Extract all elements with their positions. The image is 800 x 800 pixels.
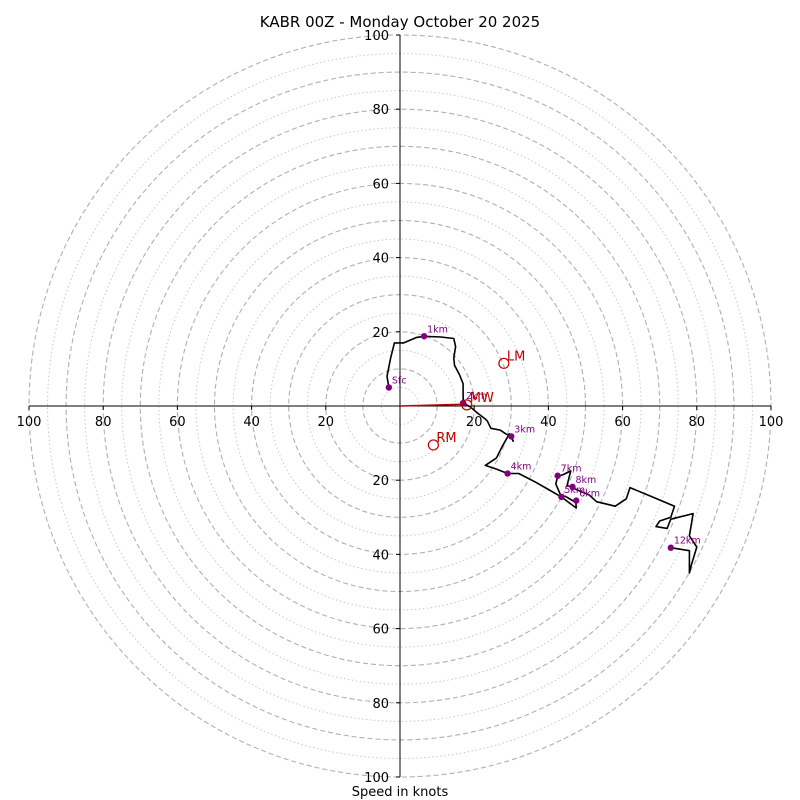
height-label-7km: 7km xyxy=(561,464,582,475)
height-marker-Sfc xyxy=(385,384,393,391)
height-marker-7km xyxy=(554,472,561,479)
height-label-2km: 2km xyxy=(466,391,487,402)
height-marker-4km xyxy=(504,470,511,477)
height-marker-5km xyxy=(558,493,565,501)
y-tick-label: 100 xyxy=(364,771,389,786)
height-marker-3km xyxy=(508,433,515,440)
chart-title: KABR 00Z - Monday October 20 2025 xyxy=(260,13,540,31)
mean-wind-vector-group xyxy=(399,403,467,407)
y-tick-label: 60 xyxy=(372,177,389,192)
y-tick-label: 80 xyxy=(372,103,389,118)
x-tick-label: 100 xyxy=(759,415,784,430)
y-tick-label: 40 xyxy=(372,252,389,267)
y-tick-label: 40 xyxy=(372,548,389,563)
x-tick-label: 20 xyxy=(318,415,335,430)
height-label-5km: 5km xyxy=(564,485,585,496)
height-label-1km: 1km xyxy=(427,324,448,335)
hodograph-trace-group xyxy=(386,335,698,574)
height-label-12km: 12km xyxy=(674,536,701,547)
height-marker-1km xyxy=(420,333,428,340)
storm-motion-label-LM: LM xyxy=(507,349,525,364)
tick-labels: 100 80 60 40 20 20 40 60 80 100 100 80 60 40 20 20 40 60 8… xyxy=(17,29,784,786)
x-tick-label: 40 xyxy=(540,415,557,430)
storm-motion-label-RM: RM xyxy=(436,431,456,446)
x-tick-label: 20 xyxy=(466,415,483,430)
x-tick-label: 80 xyxy=(95,415,112,430)
height-marker-6km xyxy=(573,497,580,504)
storm-motion-MW xyxy=(461,399,473,411)
mean-wind-vector xyxy=(399,403,467,407)
x-tick-label: 60 xyxy=(614,415,631,430)
hodograph-trace xyxy=(386,335,698,574)
height-label-8km: 8km xyxy=(576,475,597,486)
height-label-3km: 3km xyxy=(514,424,535,435)
storm-motion-label-MW: MW xyxy=(470,391,494,406)
y-tick-label: 60 xyxy=(372,623,389,638)
height-label-6km: 6km xyxy=(579,489,600,500)
x-axis-label: Speed in knots xyxy=(352,785,449,800)
y-tick-label: 20 xyxy=(372,326,389,341)
x-tick-label: 80 xyxy=(689,415,706,430)
height-marker-12km xyxy=(667,544,675,551)
x-tick-label: 100 xyxy=(17,415,42,430)
y-tick-label: 20 xyxy=(372,474,389,489)
y-tick-label: 100 xyxy=(364,29,389,44)
y-tick-label: 80 xyxy=(372,697,389,712)
x-tick-label: 60 xyxy=(169,415,186,430)
storm-motion-markers: LM MW RM xyxy=(427,349,525,451)
height-label-Sfc: Sfc xyxy=(392,375,407,386)
storm-motion-LM xyxy=(498,357,510,369)
storm-motion-RM xyxy=(427,439,439,451)
height-label-4km: 4km xyxy=(511,462,532,473)
height-marker-8km xyxy=(569,483,576,491)
x-tick-label: 40 xyxy=(243,415,260,430)
